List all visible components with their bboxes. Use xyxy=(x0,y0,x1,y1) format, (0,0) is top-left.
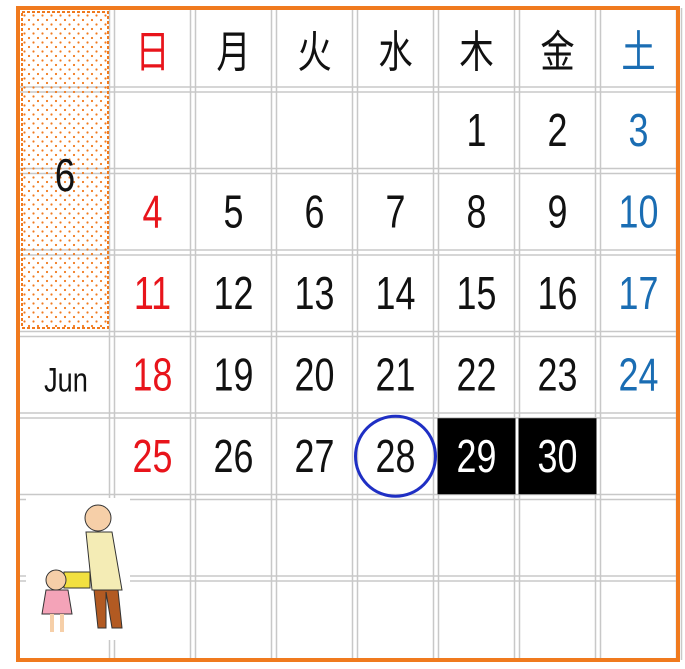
day-number: 28 xyxy=(376,431,416,482)
outer-border xyxy=(16,6,680,662)
weekday-label: 木 xyxy=(459,28,493,77)
weekday-label: 火 xyxy=(297,28,331,77)
day-number: 25 xyxy=(133,431,173,482)
illustration xyxy=(26,498,130,640)
weekday-label: 月 xyxy=(216,28,250,77)
day-highlight xyxy=(518,418,597,495)
weekday-label: 日 xyxy=(135,28,169,77)
month-number: 6 xyxy=(55,149,75,201)
day-number: 5 xyxy=(224,186,244,237)
day-number: 11 xyxy=(134,268,171,319)
weekday-label: 金 xyxy=(540,28,574,77)
day-number: 15 xyxy=(457,268,497,319)
day-number: 17 xyxy=(619,268,659,319)
weekday-label: 土 xyxy=(621,28,655,77)
day-circle xyxy=(354,414,437,498)
day-number: 7 xyxy=(386,186,406,237)
day-number: 9 xyxy=(548,186,568,237)
day-number: 14 xyxy=(376,268,416,319)
day-highlight xyxy=(437,418,516,495)
day-number: 4 xyxy=(143,186,163,237)
day-number: 10 xyxy=(619,186,659,237)
day-number: 19 xyxy=(214,349,254,400)
day-number: 21 xyxy=(376,349,416,400)
day-number: 22 xyxy=(457,349,497,400)
day-number: 16 xyxy=(538,268,578,319)
day-number: 2 xyxy=(548,105,568,156)
day-number: 6 xyxy=(305,186,325,237)
day-number: 27 xyxy=(295,431,335,482)
month-box xyxy=(21,11,109,329)
day-number: 8 xyxy=(467,186,487,237)
day-number: 13 xyxy=(295,268,335,319)
day-number: 23 xyxy=(538,349,578,400)
day-number: 3 xyxy=(629,105,649,156)
month-name: Jun xyxy=(44,361,88,400)
day-number: 18 xyxy=(133,349,173,400)
day-number: 30 xyxy=(538,431,578,482)
day-number: 12 xyxy=(214,268,254,319)
day-number: 20 xyxy=(295,349,335,400)
weekday-label: 水 xyxy=(378,28,412,77)
day-number: 29 xyxy=(457,431,497,482)
day-number: 26 xyxy=(214,431,254,482)
day-number: 1 xyxy=(467,105,487,156)
day-number: 24 xyxy=(619,349,659,400)
grid xyxy=(18,8,683,660)
